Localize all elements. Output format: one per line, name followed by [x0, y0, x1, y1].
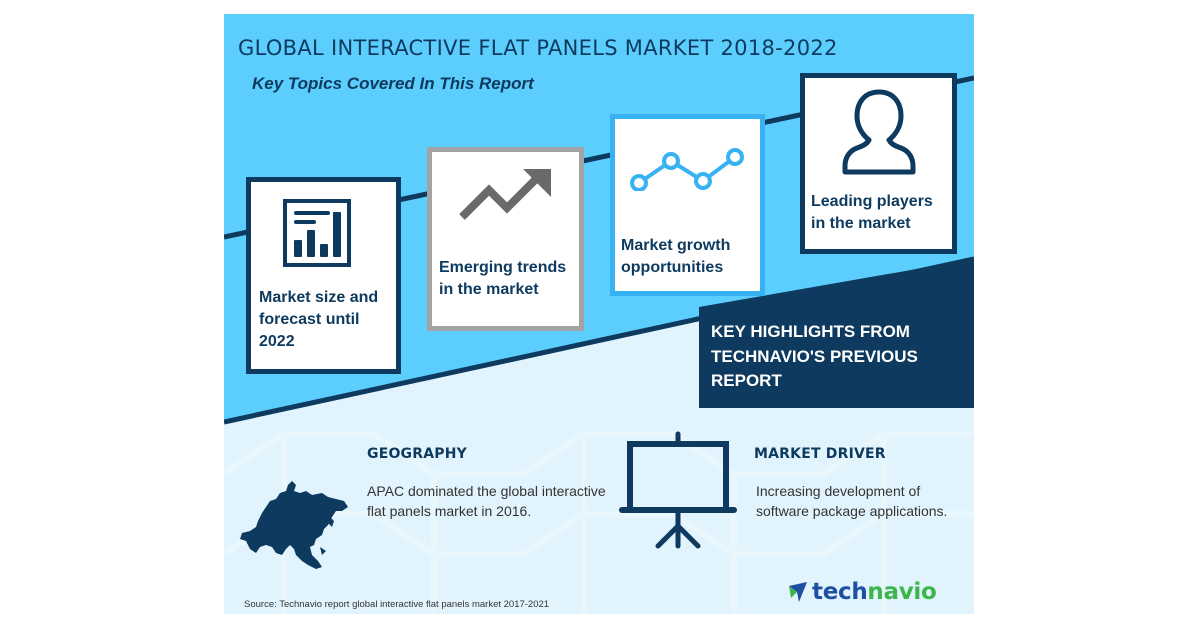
page-title: GLOBAL INTERACTIVE FLAT PANELS MARKET 20…	[238, 36, 838, 60]
presentation-board-icon	[619, 431, 737, 549]
topic-card-market-size: Market size and forecast until 2022	[246, 177, 401, 374]
topic-label: Market size and forecast until 2022	[259, 289, 379, 350]
logo-text-navio: navio	[867, 579, 937, 605]
topic-label: Emerging trends in the market	[439, 259, 567, 298]
market-driver-body: Increasing development of software packa…	[756, 483, 948, 519]
geography-heading: GEOGRAPHY	[367, 446, 467, 462]
logo-text-tech: tech	[812, 579, 868, 605]
trending-up-arrow-icon	[459, 169, 551, 220]
technavio-logo: tech navio	[787, 579, 937, 605]
key-highlights-heading: KEY HIGHLIGHTS FROM TECHNAVIO'S PREVIOUS…	[711, 322, 918, 390]
technavio-logo-icon	[789, 582, 807, 602]
asia-map-icon	[240, 481, 348, 569]
user-icon	[842, 89, 916, 175]
bar-chart-report-icon	[283, 199, 351, 267]
infographic: GLOBAL INTERACTIVE FLAT PANELS MARKET 20…	[224, 14, 974, 614]
line-graph-icon	[630, 148, 744, 191]
topic-card-emerging-trends: Emerging trends in the market	[427, 147, 584, 331]
geography-body: APAC dominated the global interactive fl…	[367, 483, 606, 519]
page-subtitle: Key Topics Covered In This Report	[252, 74, 534, 93]
topic-card-leading-players: Leading players in the market	[800, 73, 957, 254]
topic-label: Market growth opportunities	[621, 237, 731, 276]
market-driver-heading: MARKET DRIVER	[754, 446, 886, 462]
topic-card-growth-opportunities: Market growth opportunities	[610, 114, 765, 296]
source-note: Source: Technavio report global interact…	[244, 599, 550, 610]
topic-label: Leading players in the market	[811, 193, 933, 232]
